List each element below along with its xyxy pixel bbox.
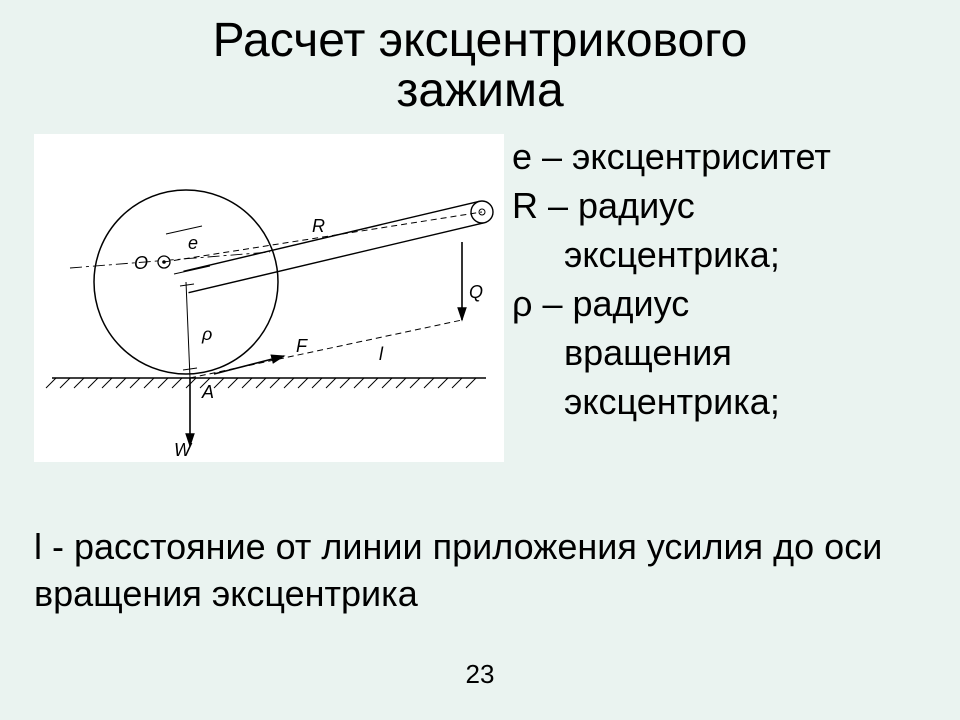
title-line-1: Расчет эксцентрикового (213, 14, 748, 67)
legend-block: e – эксцентриситет R – радиус эксцентрик… (512, 134, 942, 428)
legend-rho-line3: эксцентрика; (512, 379, 942, 424)
legend-rho-line1: ρ – радиус (512, 281, 942, 326)
svg-text:ρ: ρ (201, 324, 212, 344)
definition-l: l - расстояние от линии приложения усили… (34, 524, 914, 618)
slide: Расчет эксцентрикового зажима ОеρRQFАlW … (0, 0, 960, 720)
title-line-2: зажима (396, 64, 563, 117)
svg-text:R: R (312, 216, 325, 236)
page-number: 23 (0, 659, 960, 690)
slide-title: Расчет эксцентрикового зажима (0, 16, 960, 117)
legend-R-line2: эксцентрика; (512, 232, 942, 277)
legend-e: e – эксцентриситет (512, 134, 942, 179)
svg-text:Q: Q (469, 282, 483, 302)
legend-R-line1: R – радиус (512, 183, 942, 228)
svg-text:W: W (174, 440, 193, 460)
legend-rho-line2: вращения (512, 330, 942, 375)
svg-text:l: l (379, 344, 384, 364)
svg-text:F: F (296, 336, 308, 356)
svg-text:О: О (134, 253, 148, 273)
svg-text:е: е (188, 233, 198, 253)
eccentric-clamp-diagram: Ое ρ R Q F Аl W (34, 134, 504, 462)
svg-text:А: А (201, 382, 214, 402)
